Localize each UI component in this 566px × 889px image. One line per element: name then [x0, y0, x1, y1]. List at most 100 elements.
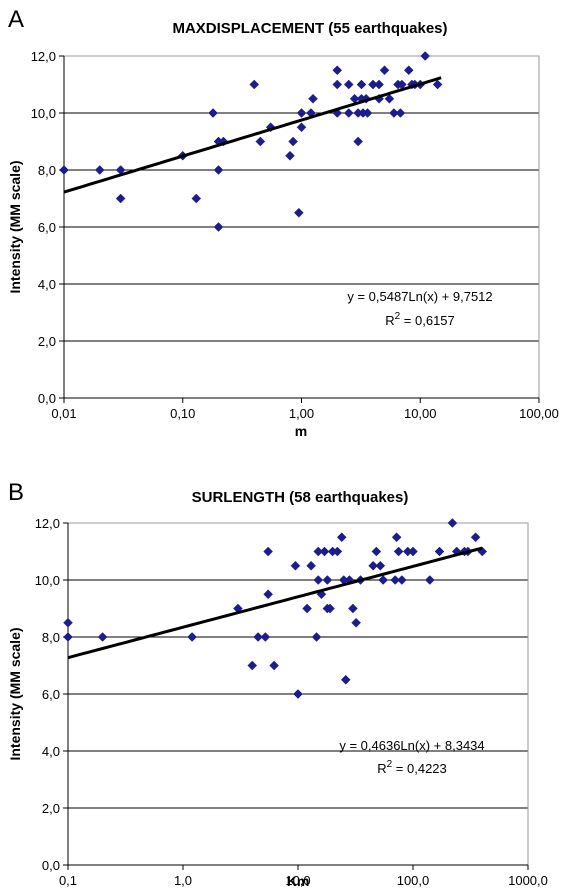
trend-equation-b: y = 0,4636Ln(x) + 8,3434 [339, 738, 484, 753]
y-tick-label-a: 4,0 [38, 277, 56, 292]
data-point-b [351, 617, 361, 628]
data-point-b [293, 689, 303, 699]
data-point-b [390, 575, 401, 585]
data-point-b [348, 603, 358, 614]
data-point-a [288, 136, 298, 147]
r-squared-exponent-a: 2 [395, 311, 401, 322]
data-point-a [255, 136, 266, 147]
data-point-b [260, 632, 271, 642]
chart-title-b: SURLENGTH (58 earthquakes) [192, 489, 409, 506]
y-tick-label-b: 6,0 [42, 687, 60, 702]
r-squared-value-b: = 0,4223 [392, 761, 447, 776]
data-point-b [253, 632, 263, 642]
data-point-b [322, 575, 333, 585]
data-point-a [249, 79, 260, 90]
r-squared-exponent-b: 2 [387, 759, 393, 770]
y-tick-label-a: 6,0 [38, 220, 56, 235]
data-point-a [403, 65, 414, 76]
data-point-b [408, 546, 418, 557]
data-point-a [213, 222, 224, 232]
x-tick-label-a: 1,00 [289, 406, 314, 421]
data-point-a [94, 165, 105, 175]
data-point-a [191, 193, 202, 204]
r-squared-value-a: = 0,6157 [400, 313, 455, 328]
data-point-a [332, 65, 343, 76]
data-point-a [213, 165, 224, 175]
y-tick-label-a: 8,0 [38, 163, 56, 178]
r-squared-b: R2 = 0,4223 [377, 759, 447, 776]
data-point-a [294, 207, 304, 218]
trend-equation-a: y = 0,5487Ln(x) + 9,7512 [347, 289, 492, 304]
x-ticks-a: 0,01 0,10 1,00 10,00 100,00 [51, 398, 559, 421]
y-ticks-a: 0,0 2,0 4,0 6,0 8,0 10,0 12,0 [31, 49, 64, 406]
data-point-a [332, 79, 343, 90]
data-point-a [362, 108, 373, 118]
points-b [63, 518, 488, 699]
trendline-b [67, 546, 483, 660]
figure-a: A MAXDISPLACEMENT (55 earthquakes) 0,0 2,… [7, 6, 559, 439]
x-axis-label-a: m [295, 423, 307, 439]
data-point-b [325, 603, 335, 614]
y-tick-label-a: 12,0 [31, 49, 56, 64]
figure-b: B SURLENGTH (58 earthquakes) 0,0 2,0 4,0 6,… [0, 445, 566, 889]
data-point-b [63, 632, 73, 642]
data-point-a [208, 108, 218, 118]
data-point-b [371, 546, 382, 557]
data-point-a [374, 79, 384, 90]
data-point-b [319, 546, 330, 557]
data-point-a [115, 193, 126, 204]
data-point-a [395, 108, 406, 118]
data-point-a [389, 108, 399, 118]
data-point-a [296, 122, 307, 133]
x-tick-label-b: 0,1 [59, 873, 77, 888]
data-point-b [263, 546, 273, 557]
data-point-a [296, 108, 307, 118]
data-point-a [420, 51, 431, 61]
x-tick-label-b: 1000,0 [508, 873, 548, 888]
data-point-b [313, 575, 324, 585]
r-squared-prefix-a: R [385, 313, 394, 328]
data-point-b [290, 560, 301, 571]
data-point-a [308, 93, 318, 104]
data-point-a [384, 93, 395, 104]
chart-a-svg: A MAXDISPLACEMENT (55 earthquakes) 0,0 2,… [7, 6, 559, 439]
y-tick-label-a: 2,0 [38, 334, 56, 349]
points-a [59, 51, 443, 232]
y-ticks-b: 0,0 2,0 4,0 6,0 8,0 10,0 12,0 [35, 516, 68, 873]
data-point-a [379, 65, 390, 76]
data-point-a [59, 165, 69, 175]
x-tick-label-b: 10,0 [285, 873, 310, 888]
panel-letter-b: B [8, 479, 24, 506]
data-point-a [432, 79, 443, 90]
x-tick-label-b: 100,0 [397, 873, 430, 888]
data-point-a [356, 79, 367, 90]
data-point-b [269, 660, 279, 671]
y-axis-label-b: Intensity (MM scale) [7, 627, 23, 760]
r-squared-a: R2 = 0,6157 [385, 311, 455, 328]
y-tick-label-b: 4,0 [42, 744, 60, 759]
data-point-b [336, 532, 347, 543]
chart-b-svg: B SURLENGTH (58 earthquakes) 0,0 2,0 4,0 6,… [7, 479, 548, 889]
y-tick-label-a: 0,0 [38, 391, 56, 406]
data-point-b [375, 560, 386, 571]
data-point-b [434, 546, 445, 557]
x-axis-label-b: Km [287, 873, 310, 889]
data-point-a [285, 150, 295, 161]
data-point-b [247, 660, 258, 671]
data-point-b [397, 575, 407, 585]
chart-title-a: MAXDISPLACEMENT (55 earthquakes) [172, 20, 447, 37]
data-point-b [63, 617, 73, 628]
trendline-a [63, 76, 442, 194]
x-tick-label-a: 0,01 [51, 406, 76, 421]
data-point-b [311, 632, 322, 642]
x-tick-label-a: 100,00 [519, 406, 559, 421]
y-axis-label-a: Intensity (MM scale) [7, 160, 23, 293]
data-point-b [393, 546, 404, 557]
y-tick-label-b: 10,0 [35, 573, 60, 588]
x-tick-label-a: 0,10 [170, 406, 195, 421]
x-tick-label-a: 10,00 [404, 406, 437, 421]
r-squared-prefix-b: R [377, 761, 386, 776]
data-point-b [368, 560, 378, 571]
data-point-b [187, 632, 197, 642]
y-tick-label-b: 0,0 [42, 858, 60, 873]
